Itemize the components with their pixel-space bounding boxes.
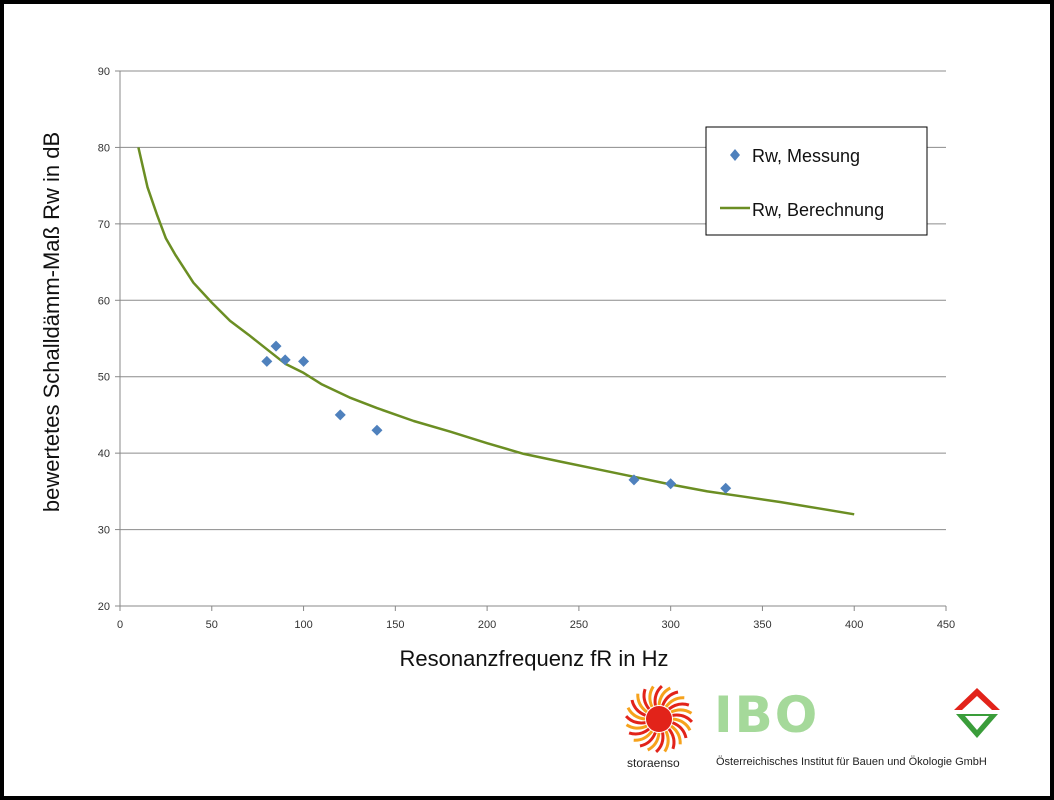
sun-ray <box>670 724 682 745</box>
sun-ray <box>667 702 690 711</box>
y-tick-label: 50 <box>98 372 110 384</box>
sun-ray <box>642 688 651 711</box>
sun-ray <box>661 690 679 707</box>
sun-ray <box>628 727 651 736</box>
y-tick-label: 60 <box>98 295 110 307</box>
measurement-point <box>261 355 273 367</box>
measurement-point <box>371 424 383 436</box>
x-tick-label: 350 <box>753 619 771 631</box>
sun-ray <box>667 727 676 750</box>
x-tick-label: 400 <box>845 619 863 631</box>
sun-ray <box>630 699 647 717</box>
measurement-point <box>665 478 677 490</box>
y-tick-label: 70 <box>98 219 110 231</box>
sun-ray <box>626 706 646 721</box>
x-tick-label: 0 <box>117 619 123 631</box>
x-tick-label: 150 <box>386 619 404 631</box>
legend-measurement-label: Rw, Messung <box>752 146 860 166</box>
measurement-point <box>279 354 291 366</box>
sun-ray <box>653 684 663 706</box>
x-tick-label: 450 <box>937 619 955 631</box>
x-tick-label: 200 <box>478 619 496 631</box>
ibo-subtitle: Österreichisches Institut für Bauen und … <box>716 756 987 768</box>
axes <box>115 70 947 611</box>
x-tick-label: 100 <box>294 619 312 631</box>
chart-frame: 20 30 40 50 60 70 80 90 0 50 100 150 200 250 300 350 40… <box>4 4 1050 796</box>
chart-svg: 20 30 40 50 60 70 80 90 0 50 100 150 200 250 300 350 40… <box>39 66 955 671</box>
x-tick-label: 300 <box>661 619 679 631</box>
y-axis-title: bewertetes Schalldämm-Maß Rw in dB <box>39 132 64 512</box>
sun-ray <box>639 731 657 748</box>
calculation-line <box>137 147 855 516</box>
sun-ray <box>672 713 694 723</box>
x-axis-title: Resonanzfrequenz fR in Hz <box>399 646 668 671</box>
storaenso-wordmark: storaenso <box>627 756 680 770</box>
x-tick-label: 50 <box>206 619 218 631</box>
house-icon <box>954 688 1000 738</box>
legend: Rw, Messung Rw, Berechnung <box>705 126 928 236</box>
sun-ray <box>646 732 661 752</box>
sun-ray <box>648 685 655 708</box>
sun-ray <box>664 696 685 708</box>
measurement-point <box>720 482 732 494</box>
calculation-series <box>137 147 855 516</box>
storaenso-logo <box>624 684 694 754</box>
sun-ray <box>655 732 665 754</box>
sun-ray <box>672 717 692 732</box>
y-tick-label: 20 <box>98 601 110 613</box>
sun-ray <box>663 730 670 753</box>
sun-ray <box>624 715 646 725</box>
x-tick-labels: 0 50 100 150 200 250 300 350 400 450 <box>117 619 955 631</box>
y-tick-label: 80 <box>98 142 110 154</box>
sun-ray <box>625 723 648 730</box>
y-tick-label: 30 <box>98 525 110 537</box>
measurement-point <box>334 409 346 421</box>
grid-lines <box>120 70 946 531</box>
y-tick-labels: 20 30 40 50 60 70 80 90 <box>98 66 110 613</box>
measurement-series <box>261 340 732 494</box>
x-tick-label: 250 <box>570 619 588 631</box>
legend-box <box>705 126 928 236</box>
y-tick-label: 90 <box>98 66 110 78</box>
legend-calculation-label: Rw, Berechnung <box>752 200 884 220</box>
sun-ray <box>671 721 688 739</box>
sun-ray <box>657 686 672 706</box>
sun-ray <box>633 730 654 742</box>
measurement-point <box>628 474 640 486</box>
sun-ray <box>670 708 693 715</box>
ibo-wordmark: IBO <box>714 686 820 744</box>
measurement-point <box>298 355 310 367</box>
sun-ray <box>636 693 648 714</box>
measurement-point <box>270 340 282 352</box>
y-tick-label: 40 <box>98 448 110 460</box>
legend-measurement-marker <box>730 149 740 161</box>
